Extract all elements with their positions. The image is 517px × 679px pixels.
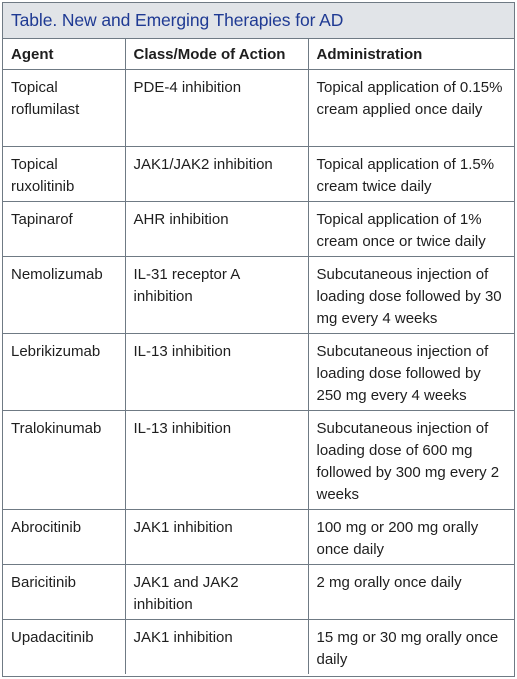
agent-cell: Lebrikizumab [3,333,126,411]
administration-cell: Topical application of 1% cream once or … [308,201,514,257]
agent-cell: Abrocitinib [3,509,126,565]
agent-cell: Topical ruxolitinib [3,146,126,202]
table-row: Topical ruxolitinib JAK1/JAK2 inhibition… [3,146,514,202]
table-row: Tapinarof AHR inhibition Topical applica… [3,201,514,257]
table-row: Topical roflumilast PDE-4 inhibition Top… [3,69,514,147]
table-row: Upadacitinib JAK1 inhibition 15 mg or 30… [3,619,514,674]
class-cell: JAK1 and JAK2 inhibition [125,564,309,620]
table-row: Tralokinumab IL-13 inhibition Subcutaneo… [3,410,514,510]
administration-cell: Topical application of 0.15% cream appli… [308,69,514,147]
agent-cell: Upadacitinib [3,619,126,674]
class-cell: IL-31 receptor A inhibition [125,256,309,334]
administration-cell: Subcutaneous injection of loading dose f… [308,256,514,334]
class-cell: JAK1 inhibition [125,509,309,565]
table-title: Table. New and Emerging Therapies for AD [3,3,514,39]
table-row: Baricitinib JAK1 and JAK2 inhibition 2 m… [3,564,514,620]
administration-cell: 100 mg or 200 mg orally once daily [308,509,514,565]
administration-cell: 2 mg orally once daily [308,564,514,620]
agent-cell: Tapinarof [3,201,126,257]
class-cell: IL-13 inhibition [125,410,309,510]
class-cell: PDE-4 inhibition [125,69,309,147]
administration-cell: Subcutaneous injection of loading dose f… [308,333,514,411]
table-row: Lebrikizumab IL-13 inhibition Subcutaneo… [3,333,514,411]
administration-cell: 15 mg or 30 mg orally once daily [316,628,499,668]
class-cell: AHR inhibition [125,201,309,257]
class-cell: JAK1 inhibition [125,619,309,674]
administration-cell: Topical application of 1.5% cream twice … [308,146,514,202]
agent-cell: Baricitinib [3,564,126,620]
administration-cell: Subcutaneous injection of loading dose o… [308,410,514,510]
class-cell: IL-13 inhibition [125,333,309,411]
agent-cell: Tralokinumab [3,410,126,510]
table-row: Abrocitinib JAK1 inhibition 100 mg or 20… [3,509,514,565]
column-header-agent: Agent [3,39,126,70]
class-cell: JAK1/JAK2 inhibition [125,146,309,202]
column-header-administration: Administration [308,39,514,70]
table-row: Nemolizumab IL-31 receptor A inhibition … [3,256,514,334]
agent-cell: Nemolizumab [3,256,126,334]
agent-cell: Topical roflumilast [3,69,126,147]
therapies-table: Agent Class/Mode of Action Administratio… [3,39,514,674]
table-header-row: Agent Class/Mode of Action Administratio… [3,39,514,70]
column-header-class: Class/Mode of Action [125,39,309,70]
